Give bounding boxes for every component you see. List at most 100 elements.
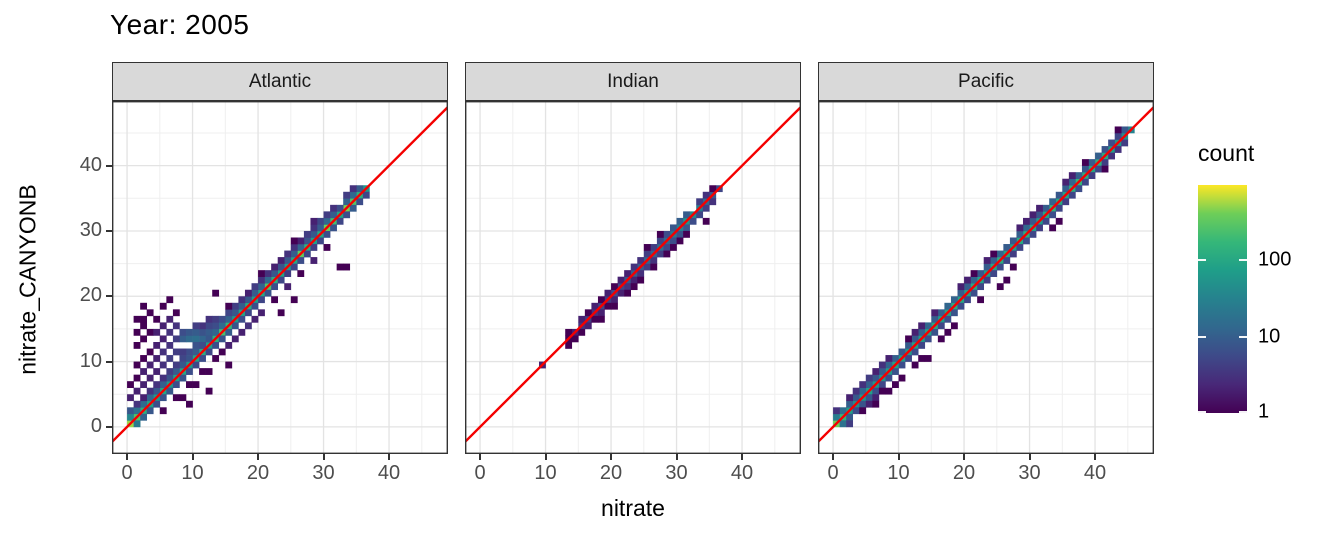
- bin2d-cell: [1068, 172, 1076, 180]
- bin2d-cell: [911, 348, 919, 356]
- bin2d-cell: [852, 407, 860, 415]
- bin2d-cell: [205, 348, 213, 356]
- bin2d-cell: [663, 244, 671, 251]
- bin2d-cell: [892, 355, 899, 362]
- bin2d-cell: [1068, 191, 1076, 199]
- bin2d-cell: [133, 315, 141, 323]
- bin2d-cell: [1095, 165, 1102, 173]
- bin2d-cell: [146, 407, 154, 415]
- bin2d-cell: [565, 341, 573, 349]
- bin2d-cell: [153, 315, 161, 323]
- bin2d-cell: [950, 296, 958, 304]
- bin2d-cell: [317, 217, 324, 225]
- bin2d-cell: [696, 198, 704, 206]
- bin2d-cell: [885, 387, 893, 395]
- bin2d-cell: [166, 368, 174, 375]
- bin2d-cell: [172, 394, 180, 402]
- legend-title: count: [1198, 140, 1255, 166]
- bin2d-cell: [977, 296, 985, 304]
- bin2d-cell: [258, 296, 265, 304]
- bin2d-cell: [670, 244, 677, 251]
- legend-tick-mark: [1198, 335, 1206, 338]
- bin2d-cell: [624, 283, 632, 291]
- bin2d-cell: [271, 270, 279, 277]
- x-tick-mark: [897, 454, 900, 460]
- x-tick-mark: [191, 454, 194, 460]
- bin2d-cell: [179, 335, 187, 343]
- bin2d-cell: [918, 328, 926, 336]
- bin2d-cell: [597, 309, 605, 317]
- bin2d-cell: [166, 387, 174, 395]
- bin2d-cell: [205, 335, 213, 343]
- bin2d-cell: [1049, 224, 1057, 232]
- x-tick-mark: [1094, 454, 1097, 460]
- bin2d-cell: [996, 250, 1004, 258]
- bin2d-cell: [878, 368, 886, 375]
- bin2d-cell: [330, 204, 337, 212]
- bin2d-cell: [127, 381, 134, 389]
- bin2d-cell: [225, 341, 233, 349]
- bin2d-cell: [199, 355, 206, 362]
- facet-strip-label: Atlantic: [248, 70, 312, 92]
- bin2d-cell: [166, 296, 174, 304]
- bin2d-cell: [1095, 152, 1102, 160]
- bin2d-cell: [146, 309, 154, 317]
- bin2d-cell: [166, 315, 174, 323]
- bin2d-cell: [872, 400, 880, 408]
- bin2d-cell: [244, 289, 252, 297]
- bin2d-cell: [199, 341, 206, 349]
- bin2d-cell: [179, 348, 187, 356]
- bin2d-cell: [918, 322, 926, 330]
- bin2d-cell: [1114, 126, 1122, 134]
- bin2d-cell: [571, 335, 579, 343]
- bin2d-cell: [166, 328, 174, 336]
- bin2d-cell: [310, 244, 318, 251]
- bin2d-cell: [179, 355, 187, 362]
- bin2d-cell: [1049, 211, 1057, 219]
- bin2d-cell: [238, 328, 246, 336]
- bin2d-cell: [330, 211, 337, 219]
- bin2d-cell: [1101, 146, 1109, 153]
- bin2d-cell: [140, 322, 148, 330]
- legend-tick-mark: [1239, 411, 1247, 413]
- bin2d-cell: [911, 328, 919, 336]
- bin2d-cell: [996, 283, 1004, 291]
- bin2d-cell: [310, 217, 318, 225]
- bin2d-cell: [931, 315, 939, 323]
- bin2d-cell: [617, 289, 625, 297]
- bin2d-cell: [1062, 178, 1070, 186]
- bin2d-cell: [1108, 139, 1116, 147]
- bin2d-cell: [310, 257, 318, 264]
- bin2d-cell: [591, 315, 599, 323]
- bin2d-cell: [166, 374, 174, 382]
- bin2d-cell: [990, 250, 998, 258]
- bin2d-cell: [159, 361, 167, 369]
- x-tick-mark: [388, 454, 391, 460]
- bin2d-cell: [846, 420, 854, 428]
- bin2d-cell: [1114, 133, 1122, 140]
- bin2d-cell: [859, 381, 867, 389]
- bin2d-cell: [244, 296, 252, 304]
- bin2d-cell: [1036, 211, 1043, 219]
- bin2d-cell: [133, 407, 141, 415]
- bin2d-cell: [604, 289, 612, 297]
- bin2d-cell: [225, 302, 233, 310]
- bin2d-cell: [192, 361, 200, 369]
- bin2d-cell: [172, 309, 180, 317]
- bin2d-cell: [924, 335, 932, 343]
- bin2d-cell: [937, 309, 945, 317]
- bin2d-cell: [611, 302, 618, 310]
- bin2d-cell: [212, 322, 220, 330]
- bin2d-cell: [258, 309, 265, 317]
- bin2d-cell: [192, 381, 200, 389]
- y-tick-mark: [106, 229, 112, 232]
- bin2d-cell: [565, 328, 573, 336]
- bin2d-cell: [970, 270, 978, 277]
- bin2d-cell: [924, 322, 932, 330]
- bin2d-cell: [186, 328, 193, 336]
- bin2d-cell: [218, 335, 226, 343]
- bin2d-cell: [172, 322, 180, 330]
- panel-wrap-atlantic: [112, 101, 448, 454]
- bin2d-cell: [218, 315, 226, 323]
- bin2d-cell: [205, 322, 213, 330]
